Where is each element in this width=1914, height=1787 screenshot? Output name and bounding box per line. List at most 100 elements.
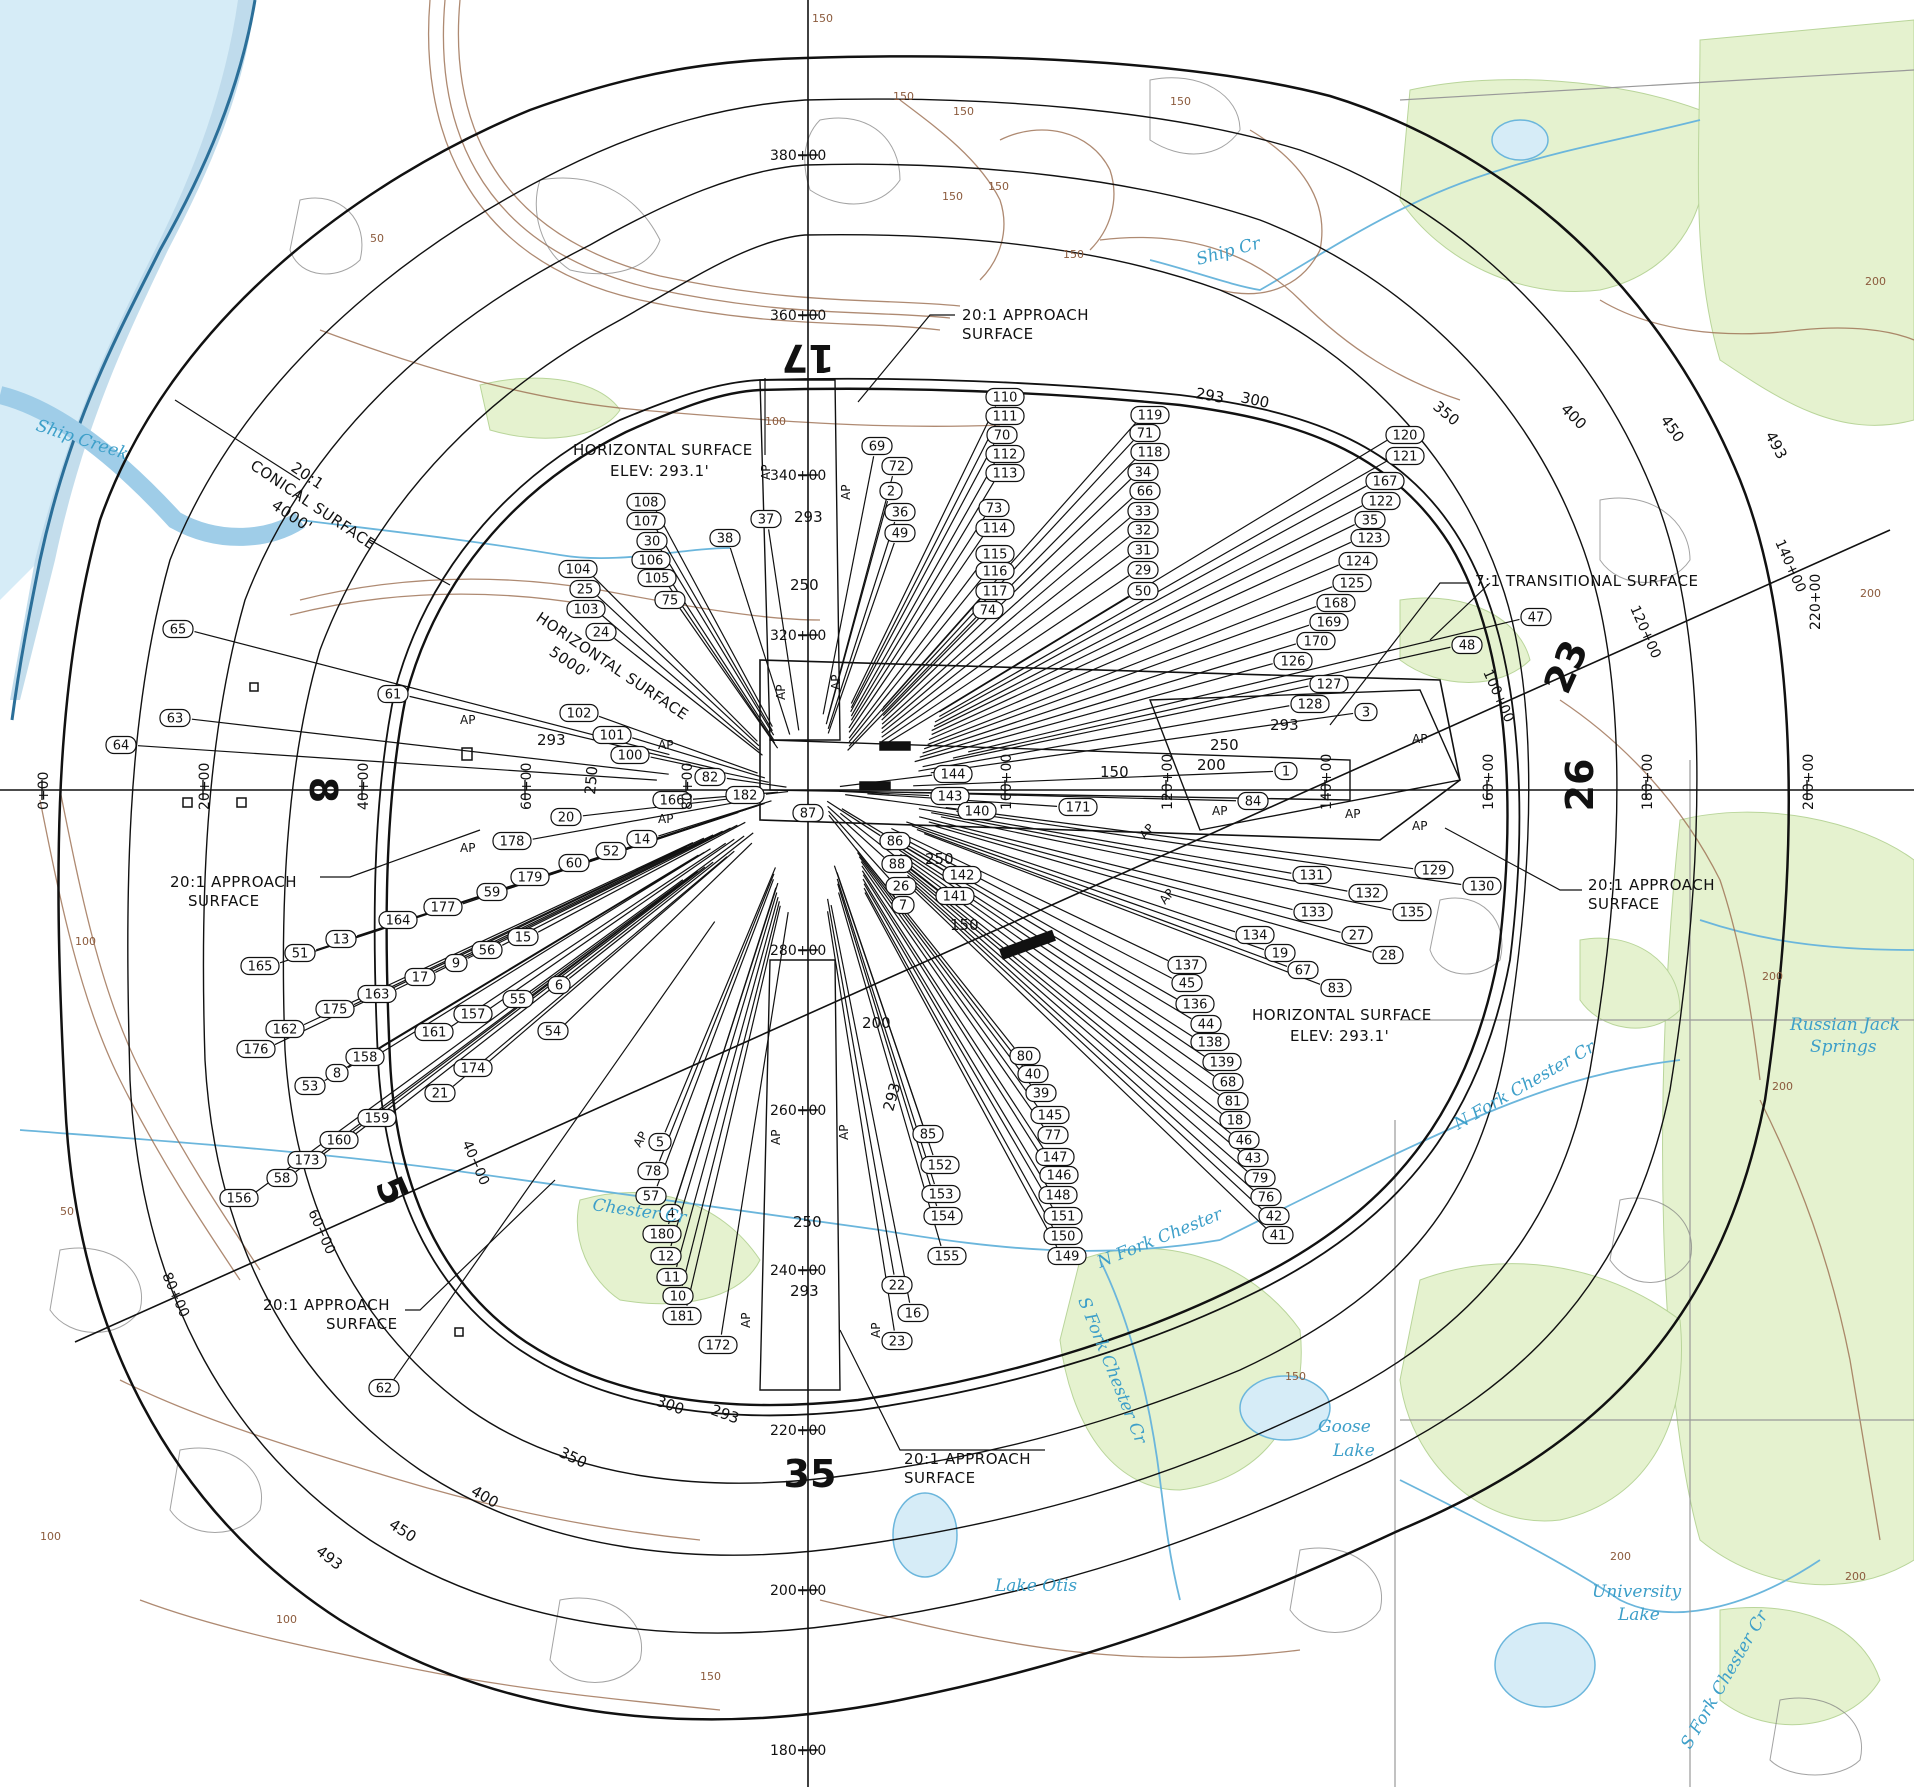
obstruction-box bbox=[637, 568, 677, 588]
obstruction-box bbox=[378, 910, 418, 930]
obstruction-number: 121 bbox=[1393, 450, 1418, 465]
obstruction-callout-125: 125 bbox=[1332, 573, 1372, 593]
obstruction-box bbox=[1385, 425, 1425, 445]
obstruction-box bbox=[550, 807, 582, 827]
obstruction-number: 111 bbox=[993, 410, 1018, 425]
svg-text:240+00: 240+00 bbox=[770, 1263, 826, 1279]
obstruction-number: 118 bbox=[1138, 446, 1163, 461]
obstruction-leader-140 bbox=[845, 794, 957, 811]
svg-text:20+00: 20+00 bbox=[197, 763, 213, 810]
obstruction-box bbox=[1035, 1147, 1075, 1167]
obstruction-callout-9: 9 bbox=[444, 953, 468, 973]
obstruction-callout-82: 82 bbox=[694, 767, 726, 787]
obstruction-number: 179 bbox=[518, 871, 543, 886]
obstruction-leader-64 bbox=[137, 745, 657, 781]
obstruction-number: 36 bbox=[892, 506, 909, 521]
obstruction-callout-43: 43 bbox=[1237, 1148, 1269, 1168]
obstruction-callout-127: 127 bbox=[1309, 674, 1349, 694]
obstruction-number: 155 bbox=[935, 1250, 960, 1265]
obstruction-box bbox=[1262, 1225, 1294, 1245]
svg-text:293: 293 bbox=[790, 1282, 819, 1300]
obstruction-leader-3 bbox=[930, 712, 1354, 774]
obstruction-number: 149 bbox=[1055, 1250, 1080, 1265]
svg-text:150: 150 bbox=[700, 1670, 721, 1683]
obstruction-number: 114 bbox=[983, 522, 1008, 537]
obstruction-box bbox=[1058, 797, 1098, 817]
obstruction-box bbox=[1167, 955, 1207, 975]
obstruction-leader-19 bbox=[911, 825, 1265, 951]
obstruction-callout-86: 86 bbox=[879, 831, 911, 851]
obstruction-number: 103 bbox=[574, 603, 599, 618]
obstruction-callout-49: 49 bbox=[884, 523, 916, 543]
obstruction-callout-140: 140 bbox=[957, 801, 997, 821]
obstruction-callout-10: 10 bbox=[662, 1286, 694, 1306]
obstruction-box bbox=[1385, 446, 1425, 466]
obstruction-callout-47: 47 bbox=[1520, 607, 1552, 627]
obstruction-box bbox=[559, 703, 599, 723]
obstruction-box bbox=[957, 801, 997, 821]
obstruction-box bbox=[652, 790, 692, 810]
obstruction-box bbox=[1292, 865, 1332, 885]
svg-text:380+00: 380+00 bbox=[770, 148, 826, 164]
obstruction-box bbox=[626, 829, 658, 849]
obstruction-callout-164: 164 bbox=[378, 910, 418, 930]
obstruction-box bbox=[881, 854, 913, 874]
svg-text:200: 200 bbox=[862, 1014, 891, 1032]
obstruction-number: 26 bbox=[893, 880, 910, 895]
obstruction-callout-122: 122 bbox=[1361, 491, 1401, 511]
obstruction-leader-147 bbox=[861, 870, 1044, 1149]
obstruction-number: 79 bbox=[1252, 1172, 1269, 1187]
obstruction-box bbox=[930, 786, 970, 806]
obstruction-callout-69: 69 bbox=[861, 436, 893, 456]
svg-text:AP: AP bbox=[1412, 819, 1427, 833]
obstruction-box bbox=[502, 989, 534, 1009]
obstruction-callout-46: 46 bbox=[1228, 1130, 1260, 1150]
obstruction-box bbox=[1217, 1091, 1249, 1111]
obstruction-box bbox=[569, 579, 601, 599]
obstruction-box bbox=[881, 1275, 913, 1295]
obstruction-leader-12 bbox=[670, 892, 778, 1247]
obstruction-number: 138 bbox=[1198, 1036, 1223, 1051]
obstruction-callout-119: 119 bbox=[1130, 405, 1170, 425]
obstruction-number: 176 bbox=[244, 1043, 269, 1058]
svg-text:180+00: 180+00 bbox=[1640, 754, 1656, 810]
svg-text:AP: AP bbox=[839, 485, 853, 500]
obstruction-callout-178: 178 bbox=[492, 831, 532, 851]
obstruction-number: 165 bbox=[248, 960, 273, 975]
obstruction-box bbox=[935, 886, 975, 906]
obstruction-box bbox=[1354, 702, 1378, 722]
obstruction-callout-182: 182 bbox=[725, 785, 765, 805]
approach-label-right: 20:1 APPROACH SURFACE bbox=[1588, 876, 1715, 913]
svg-text:AP: AP bbox=[769, 1130, 783, 1145]
obstruction-callout-126: 126 bbox=[1273, 651, 1313, 671]
obstruction-box bbox=[881, 1331, 913, 1351]
obstruction-box bbox=[325, 1063, 349, 1083]
svg-text:AP: AP bbox=[1412, 732, 1427, 746]
obstruction-number: 65 bbox=[170, 623, 187, 638]
obstruction-callout-179: 179 bbox=[510, 867, 550, 887]
obstruction-number: 9 bbox=[452, 957, 460, 972]
obstruction-number: 28 bbox=[1380, 949, 1397, 964]
obstruction-leader-28 bbox=[935, 825, 1372, 953]
obstruction-number: 81 bbox=[1225, 1095, 1242, 1110]
obstruction-number: 66 bbox=[1137, 485, 1154, 500]
obstruction-number: 106 bbox=[639, 554, 664, 569]
obstruction-callout-107: 107 bbox=[626, 511, 666, 531]
obstruction-leader-170 bbox=[919, 643, 1297, 758]
obstruction-leader-43 bbox=[905, 870, 1241, 1152]
obstruction-callout-45: 45 bbox=[1171, 973, 1203, 993]
obstruction-box bbox=[1392, 902, 1432, 922]
obstruction-number: 5 bbox=[656, 1136, 664, 1151]
obstruction-number: 23 bbox=[889, 1335, 906, 1350]
obstruction-callout-72: 72 bbox=[881, 456, 913, 476]
obstruction-number: 19 bbox=[1272, 947, 1289, 962]
svg-text:AP: AP bbox=[658, 738, 673, 752]
obstruction-number: 22 bbox=[889, 1279, 906, 1294]
obstruction-number: 47 bbox=[1528, 611, 1545, 626]
obstruction-leader-33 bbox=[881, 517, 1131, 730]
obstruction-callout-163: 163 bbox=[357, 984, 397, 1004]
obstruction-callout-44: 44 bbox=[1190, 1014, 1222, 1034]
obstruction-callout-27: 27 bbox=[1341, 925, 1373, 945]
ap-markers: AP AP AP AP AP AP AP AP AP AP AP AP AP A… bbox=[460, 465, 1427, 1338]
